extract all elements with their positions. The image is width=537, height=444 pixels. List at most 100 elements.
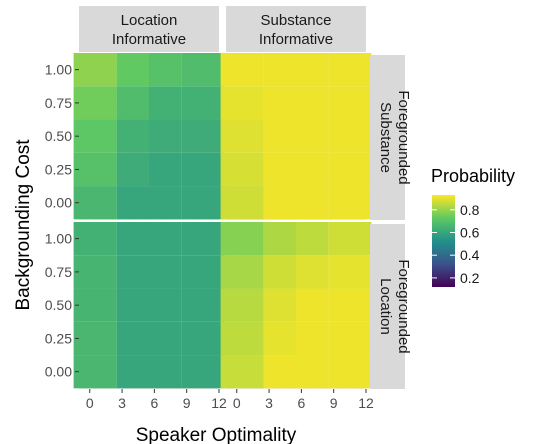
legend: Probability 0.8 0.6 0.4 0.2 — [431, 166, 515, 287]
heatmap-cell — [296, 288, 329, 322]
strip-label: Informative — [112, 31, 186, 48]
heatmap-cell — [328, 288, 372, 322]
heatmap-cell — [220, 288, 264, 322]
legend-breaks: 0.8 0.6 0.4 0.2 — [432, 202, 480, 286]
y-tick-label: 1.00 — [45, 231, 72, 247]
strip-background — [370, 224, 405, 389]
y-tick-label: 0.50 — [45, 128, 72, 144]
strip-label: Foregrounded — [395, 90, 412, 184]
legend-break-label: 0.4 — [460, 247, 480, 263]
heatmap-cell — [263, 152, 296, 187]
y-tick-label: 0.75 — [45, 95, 72, 111]
legend-break-label: 0.8 — [460, 202, 480, 218]
heatmap-cell — [181, 355, 225, 389]
heatmap-cell — [220, 152, 264, 187]
x-tick-label: 12 — [211, 395, 227, 411]
heatmap-cell — [149, 53, 182, 87]
heatmap-cell — [73, 53, 117, 87]
y-tick-label: 0.00 — [45, 195, 72, 211]
heatmap-cell — [149, 119, 182, 153]
heatmap-cell — [181, 119, 225, 153]
heatmap-cell — [73, 222, 117, 256]
facet-panels — [73, 53, 372, 389]
panel-r0-c1 — [220, 53, 372, 220]
strip-label: Location — [121, 12, 178, 29]
heatmap-cell — [181, 288, 225, 322]
y-axis-title: Backgrounding Cost — [13, 139, 34, 311]
heatmap-cell — [328, 186, 372, 220]
heatmap-cell — [149, 321, 182, 356]
heatmap-cell — [328, 119, 372, 153]
x-tick-label: 3 — [118, 395, 126, 411]
heatmap-cell — [296, 53, 329, 87]
heatmap-cell — [263, 355, 296, 389]
heatmap-cell — [116, 222, 149, 256]
x-tick-label: 0 — [86, 395, 94, 411]
heatmap-cell — [149, 86, 182, 120]
heatmap-cell — [263, 53, 296, 87]
heatmap-cell — [116, 53, 149, 87]
heatmap-cell — [328, 53, 372, 87]
heatmap-cell — [328, 86, 372, 120]
heatmap-cell — [296, 355, 329, 389]
heatmap-cell — [296, 86, 329, 120]
strip-label: Substance — [377, 102, 394, 173]
x-tick-label: 9 — [183, 395, 191, 411]
heatmap-cell — [263, 255, 296, 289]
heatmap-cell — [263, 186, 296, 220]
col-strip-1: Substance Informative — [226, 6, 366, 52]
heatmap-cell — [220, 222, 264, 256]
legend-colorbar — [432, 195, 455, 287]
heatmap-cell — [73, 152, 117, 187]
panel-r1-c0 — [73, 222, 225, 389]
heatmap-cell — [73, 255, 117, 289]
heatmap-cell — [296, 152, 329, 187]
heatmap-cell — [296, 119, 329, 153]
y-tick-label: 0.50 — [45, 297, 72, 313]
heatmap-cell — [328, 355, 372, 389]
heatmap-cell — [181, 86, 225, 120]
heatmap-cell — [73, 321, 117, 356]
heatmap-cell — [149, 186, 182, 220]
col-strip-0: Location Informative — [79, 6, 219, 52]
heatmap-cell — [220, 321, 264, 356]
panel-r0-c0 — [73, 53, 225, 220]
heatmap-cell — [149, 355, 182, 389]
heatmap-cell — [181, 222, 225, 256]
heatmap-cell — [220, 355, 264, 389]
x-tick-label: 6 — [150, 395, 158, 411]
legend-break-label: 0.2 — [460, 270, 480, 286]
heatmap-cell — [149, 255, 182, 289]
y-tick-label: 0.25 — [45, 161, 72, 177]
heatmap-cell — [328, 321, 372, 356]
heatmap-cell — [73, 355, 117, 389]
x-tick-label: 9 — [330, 395, 338, 411]
heatmap-cell — [116, 152, 149, 187]
x-tick-label: 6 — [297, 395, 305, 411]
heatmap-cell — [116, 186, 149, 220]
strip-background — [79, 6, 219, 52]
heatmap-cell — [116, 321, 149, 356]
row-strip-0: Substance Foregrounded — [370, 55, 412, 220]
y-tick-label: 0.00 — [45, 364, 72, 380]
heatmap-cell — [220, 186, 264, 220]
heatmap-cell — [181, 255, 225, 289]
axes: 0.00 0.25 0.50 0.75 1.00 0.00 0.25 0.50 0.75 1.00… — [45, 62, 374, 411]
heatmap-cell — [220, 255, 264, 289]
heatmap-cell — [296, 186, 329, 220]
heatmap-cell — [73, 186, 117, 220]
legend-break-label: 0.6 — [460, 224, 480, 240]
heatmap-cell — [181, 321, 225, 356]
y-tick-label: 0.25 — [45, 330, 72, 346]
heatmap-cell — [220, 53, 264, 87]
heatmap-cell — [263, 119, 296, 153]
row-strip-1: Location Foregrounded — [370, 224, 412, 389]
heatmap-cell — [181, 53, 225, 87]
heatmap-cell — [73, 119, 117, 153]
heatmap-cell — [263, 288, 296, 322]
heatmap-cell — [296, 222, 329, 256]
heatmap-cell — [296, 255, 329, 289]
heatmap-cell — [116, 288, 149, 322]
x-tick-label: 0 — [233, 395, 241, 411]
